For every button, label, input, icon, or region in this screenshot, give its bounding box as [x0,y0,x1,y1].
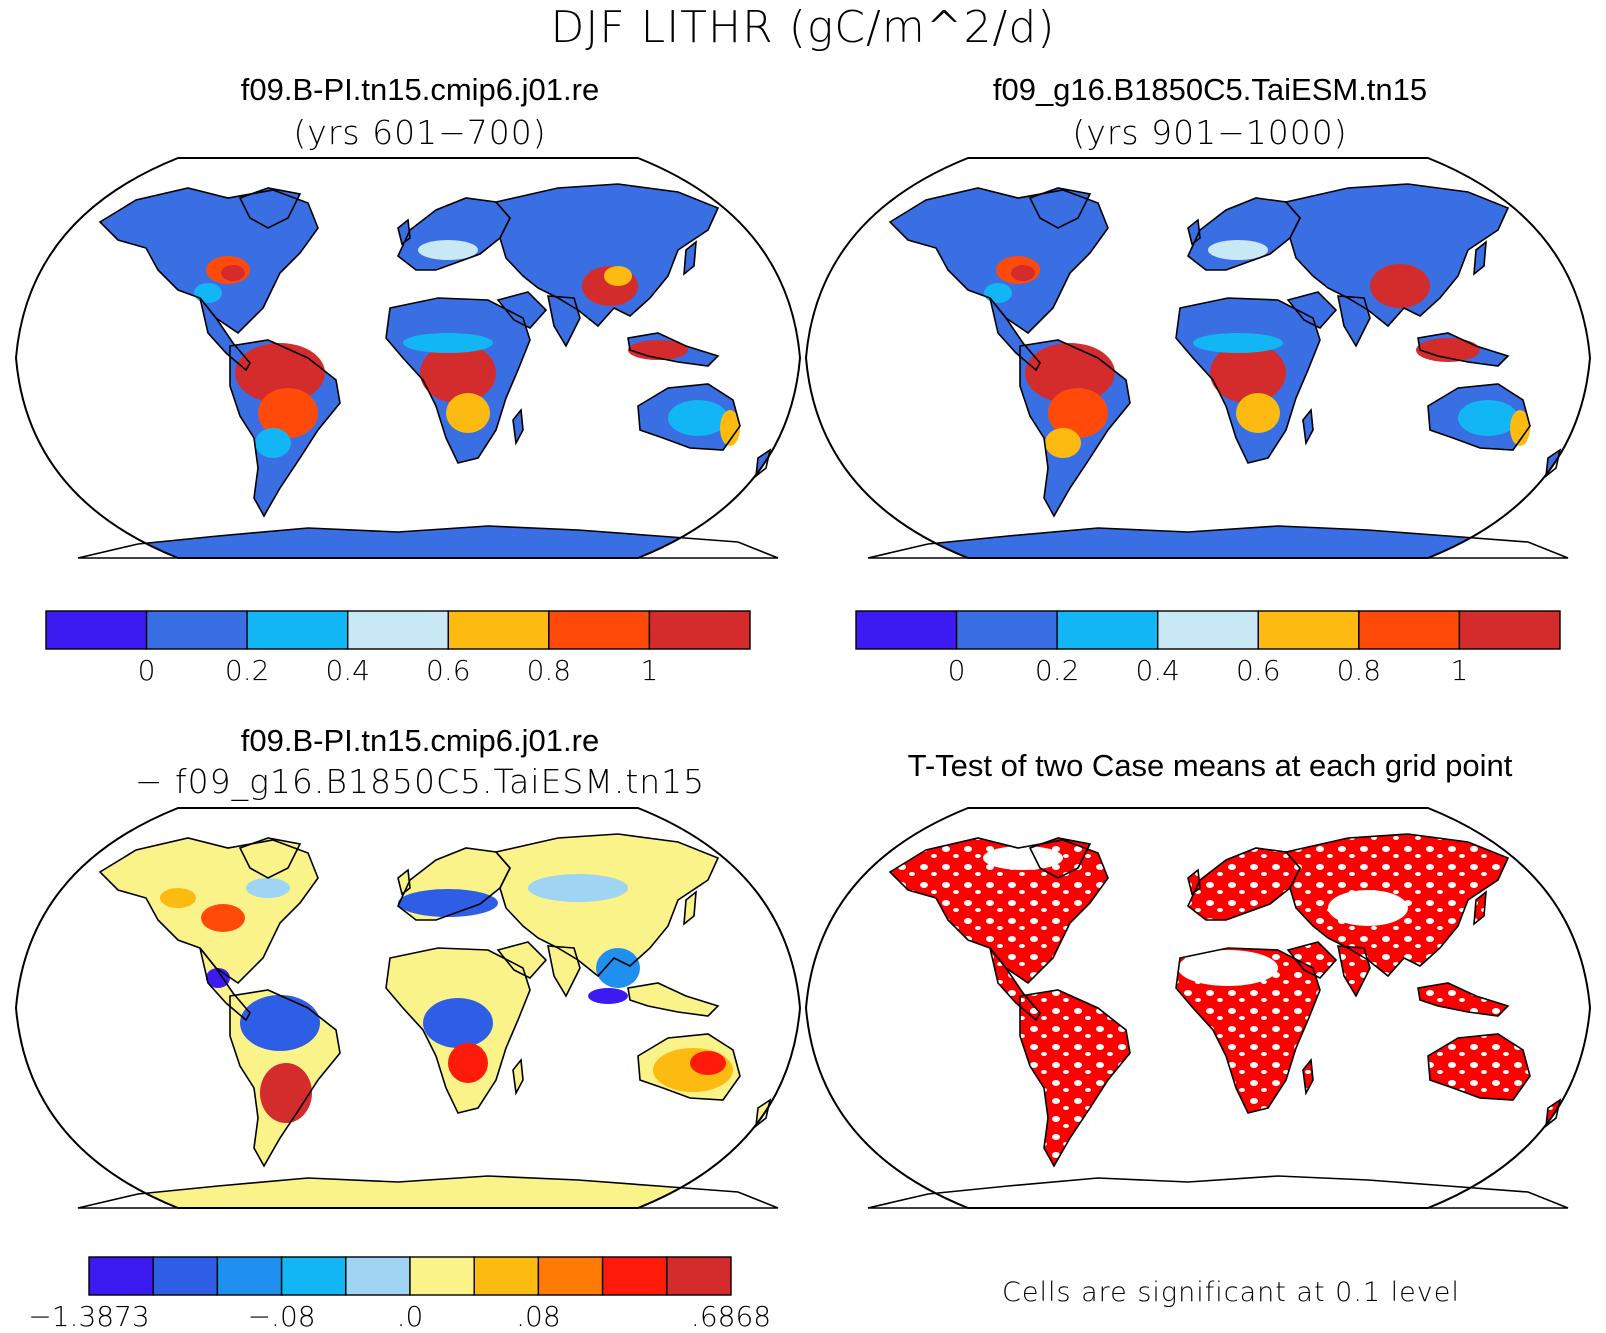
panel-4-title: T-Test of two Case means at each grid po… [907,748,1513,783]
panel-1-map [14,157,802,559]
panel-2-subtitle: (yrs 901−1000) [1072,113,1348,152]
colorbar-swatch [1358,610,1461,650]
colorbar-tick-label: 0.6 [426,654,471,687]
colorbar-tick-label: 0.2 [1034,654,1080,687]
colorbar-swatch [246,610,349,650]
figure-title: DJF LITHR (gC/m^2/d) [550,2,1056,53]
significance-note: Cells are significant at 0.1 level [1002,1277,1460,1308]
colorbar-swatch [548,610,651,650]
colorbar-tick-label: 1 [1450,654,1469,687]
panel-2-colorbar [855,610,1561,650]
colorbar-swatch [955,610,1058,650]
colorbar-tick-label: 0.2 [224,654,270,687]
panel-3-colorbar [88,1256,732,1296]
colorbar-tick-label: 0.8 [526,654,572,687]
colorbar-swatch [1257,610,1360,650]
colorbar-tick-label: −1.3873 [28,1300,150,1333]
colorbar-swatch [88,1256,154,1296]
panel-2-map [804,157,1592,559]
colorbar-swatch [216,1256,283,1296]
colorbar-swatch [537,1256,604,1296]
colorbar-tick-label: .08 [516,1300,561,1333]
panel-3-map [14,807,802,1209]
panel-3-title: f09.B-PI.tn15.cmip6.j01.re [240,723,600,758]
colorbar-tick-label: 0 [947,654,966,687]
colorbar-swatch [347,610,449,650]
colorbar-swatch [473,1256,540,1296]
colorbar-swatch [409,1256,475,1296]
colorbar-swatch [345,1256,411,1296]
colorbar-swatch [666,1256,732,1296]
panel-4-map [804,807,1592,1209]
colorbar-tick-label: 1 [640,654,659,687]
colorbar-swatch [45,610,148,650]
colorbar-tick-label: 0.4 [325,654,370,687]
colorbar-tick-label: 0.6 [1236,654,1281,687]
colorbar-tick-label: 0 [137,654,156,687]
colorbar-tick-label: 0.4 [1135,654,1180,687]
colorbar-swatch [648,610,751,650]
colorbar-tick-label: .6868 [690,1300,772,1333]
panel-1-title: f09.B-PI.tn15.cmip6.j01.re [240,72,600,107]
colorbar-swatch [152,1256,219,1296]
colorbar-swatch [1056,610,1159,650]
panel-3-subtitle: − f09_g16.B1850C5.TaiESM.tn15 [134,762,706,801]
colorbar-tick-label: 0.8 [1336,654,1382,687]
colorbar-swatch [280,1256,347,1296]
panel-1-colorbar [45,610,751,650]
colorbar-swatch [855,610,958,650]
colorbar-swatch [447,610,550,650]
colorbar-tick-label: −.08 [247,1300,316,1333]
colorbar-swatch [1458,610,1561,650]
colorbar-swatch [1157,610,1259,650]
colorbar-tick-label: .0 [396,1300,424,1333]
panel-2-title: f09_g16.B1850C5.TaiESM.tn15 [992,72,1428,107]
panel-1-subtitle: (yrs 601−700) [293,113,547,152]
colorbar-swatch [145,610,248,650]
colorbar-swatch [601,1256,668,1296]
